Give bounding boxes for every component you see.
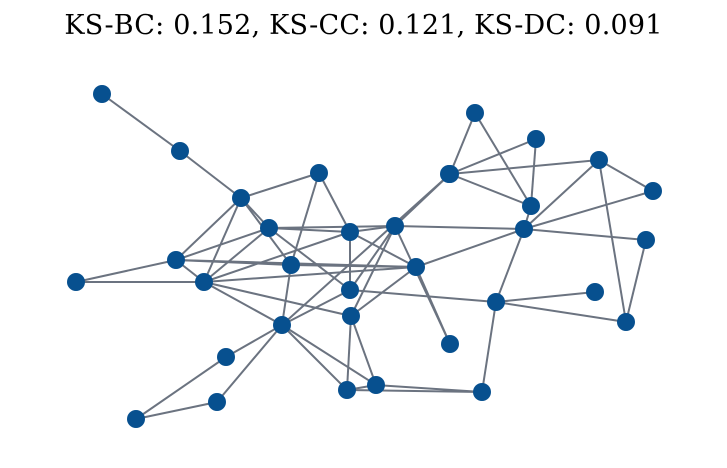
graph-edge [449, 159, 600, 175]
graph-edge [495, 291, 596, 303]
graph-edge [394, 225, 525, 230]
graph-node [487, 293, 505, 311]
node-layer [67, 85, 662, 428]
graph-node [273, 316, 291, 334]
graph-edge [350, 266, 417, 317]
graph-node [617, 313, 635, 331]
graph-node [440, 165, 458, 183]
graph-edge [203, 266, 417, 283]
graph-edge [225, 324, 283, 358]
graph-edge [101, 93, 181, 152]
graph-edge [240, 172, 320, 199]
graph-edge [203, 231, 351, 283]
graph-edge [530, 138, 537, 207]
graph-edge [75, 259, 177, 283]
graph-edge [175, 197, 242, 261]
graph-node [93, 85, 111, 103]
graph-edge [349, 225, 396, 291]
graph-node [473, 383, 491, 401]
graph-edge [350, 225, 396, 317]
graph-edge [290, 264, 417, 268]
graph-node [310, 164, 328, 182]
graph-node [515, 220, 533, 238]
graph-node [67, 273, 85, 291]
graph-edge [523, 228, 647, 241]
graph-node [282, 256, 300, 274]
graph-edge [449, 138, 537, 175]
graph-node [367, 376, 385, 394]
graph-edge [268, 225, 396, 229]
graph-edge [135, 356, 227, 420]
graph-edge [216, 324, 283, 403]
graph-node [341, 281, 359, 299]
graph-edge [598, 159, 654, 192]
graph-node [586, 283, 604, 301]
graph-edge [135, 401, 218, 420]
graph-node [195, 273, 213, 291]
graph-node [644, 182, 662, 200]
graph-node [338, 381, 356, 399]
graph-node [466, 104, 484, 122]
graph-edge [281, 324, 377, 386]
graph-title: KS-BC: 0.152, KS-CC: 0.121, KS-DC: 0.091 [64, 10, 663, 41]
graph-edge [625, 239, 647, 323]
graph-node [386, 217, 404, 235]
graph-edge [290, 172, 320, 266]
graph-node [260, 219, 278, 237]
graph-edge [268, 227, 351, 291]
graph-node [522, 197, 540, 215]
graph-edge [474, 112, 532, 207]
graph-node [637, 231, 655, 249]
graph-node [217, 348, 235, 366]
graph-edge [175, 227, 270, 261]
graph-edge [281, 289, 351, 326]
graph-node [127, 410, 145, 428]
graph-edge [598, 159, 627, 323]
graph-edge [281, 324, 348, 391]
graph-edge [281, 173, 451, 326]
graph-edge [203, 281, 283, 326]
graph-node [171, 142, 189, 160]
graph-node [342, 307, 360, 325]
graph-edge [415, 266, 451, 345]
graph-edge [346, 315, 352, 391]
graph-node [441, 335, 459, 353]
graph-edge [281, 264, 292, 326]
graph-edge [523, 190, 654, 230]
graph-edge [350, 315, 377, 386]
graph-node [590, 151, 608, 169]
graph-node [232, 189, 250, 207]
graph-node [527, 130, 545, 148]
graph-edge [318, 172, 351, 233]
edge-layer [75, 93, 654, 420]
graph-edge [349, 289, 497, 303]
graph-node [167, 251, 185, 269]
graph-edge [203, 227, 270, 283]
graph-edge [481, 301, 497, 393]
graph-edge [179, 150, 242, 199]
graph-edge [449, 173, 532, 207]
graph-node [208, 393, 226, 411]
graph-edge [495, 228, 525, 303]
graph-node [341, 223, 359, 241]
graph-edge [495, 301, 627, 323]
graph-edge [203, 281, 352, 317]
graph-edge [449, 112, 476, 175]
graph-edge [415, 228, 525, 268]
graph-edge [523, 159, 600, 230]
graph-node [407, 258, 425, 276]
graph-edge [203, 197, 242, 283]
